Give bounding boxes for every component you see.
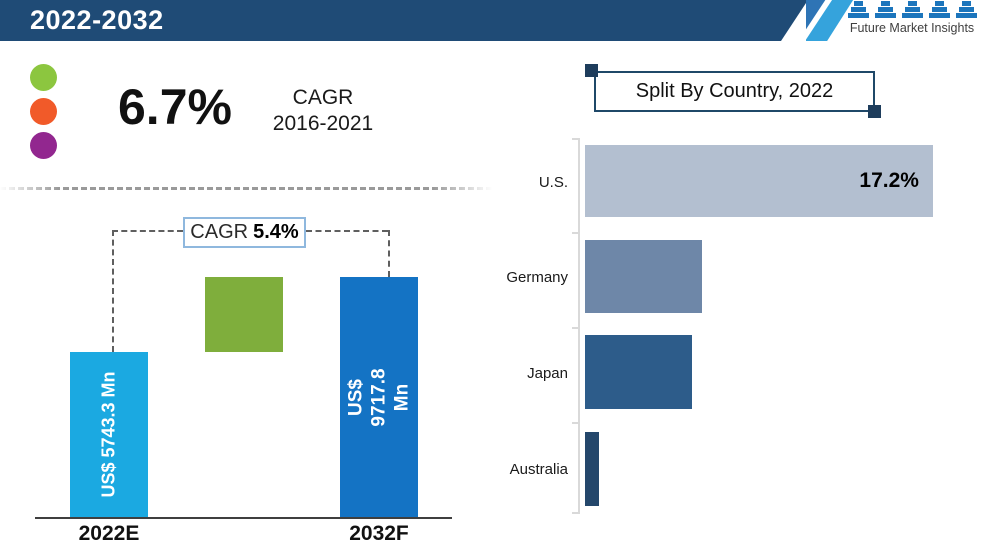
dashed-separator: [0, 187, 492, 190]
cagr-connector-right-h: [306, 230, 388, 232]
cagr-connector-left-h: [112, 230, 183, 232]
country-bar-japan: [585, 335, 693, 409]
forecast-x-axis: [35, 517, 452, 519]
historical-cagr-value: 6.7%: [118, 79, 232, 135]
legend-square-green: [205, 277, 283, 352]
country-y-axis: [578, 138, 580, 514]
brand-logo: Future Market Insights: [841, 1, 983, 35]
brand-name: Future Market Insights: [849, 21, 975, 35]
legend-dot-orange: [30, 98, 57, 125]
forecast-bar-2022: US$ 5743.3 Mn: [70, 352, 148, 517]
country-bar-australia: [585, 432, 600, 506]
country-bar-us: 17.2%: [585, 145, 933, 217]
forecast-cagr-callout: CAGR 5.4%: [183, 217, 306, 248]
bar-pyramid-logo-icon: [841, 1, 983, 18]
country-label-germany: Germany: [506, 269, 568, 286]
legend-dot-purple: [30, 132, 57, 159]
forecast-category-2022e: 2022E: [78, 522, 140, 545]
title-corner-square-bottomright: [868, 105, 881, 118]
cagr-connector-left-v: [112, 230, 114, 352]
country-bar-germany: [585, 240, 703, 313]
axis-tick: [572, 512, 579, 514]
cagr-connector-right-v: [388, 230, 390, 277]
country-chart-title: Split By Country, 2022: [594, 71, 875, 112]
country-bar-us-value: 17.2%: [859, 169, 919, 192]
cagr-caption: CAGR: [292, 86, 354, 109]
forecast-bar-2022-value: US$ 5743.3 Mn: [98, 371, 119, 498]
header-banner: 2022-2032: [0, 0, 808, 41]
page-title: 2022-2032: [30, 5, 164, 35]
axis-tick: [572, 422, 579, 424]
forecast-bar-2032: US$ 9717.8 Mn: [340, 277, 418, 517]
axis-tick: [572, 232, 579, 234]
forecast-category-2032f: 2032F: [349, 522, 409, 545]
forecast-cagr-value: 5.4%: [253, 221, 299, 243]
country-label-japan: Japan: [527, 365, 568, 382]
forecast-bar-2032-value: US$ 9717.8 Mn: [345, 367, 413, 427]
title-corner-square-topleft: [585, 64, 598, 77]
cagr-period: 2016-2021: [272, 112, 374, 135]
axis-tick: [572, 138, 579, 140]
axis-tick: [572, 327, 579, 329]
historical-cagr-label: CAGR 2016-2021: [258, 85, 388, 137]
legend-dot-green: [30, 64, 57, 91]
forecast-cagr-label: CAGR: [190, 221, 249, 243]
country-label-us: U.S.: [538, 174, 568, 191]
country-label-australia: Australia: [509, 461, 568, 478]
